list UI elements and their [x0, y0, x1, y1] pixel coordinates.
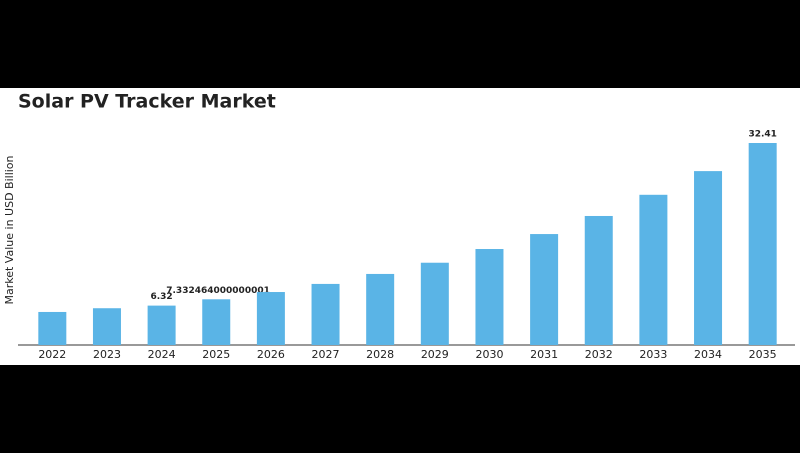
x-tick-label: 2025: [202, 348, 230, 361]
chart-title: Solar PV Tracker Market: [18, 91, 276, 113]
bar: [420, 262, 449, 345]
x-tick-label: 2022: [38, 348, 66, 361]
bar: [475, 249, 504, 345]
bar: [256, 292, 285, 345]
bar: [530, 234, 559, 345]
x-tick-label: 2035: [749, 348, 777, 361]
bar: [202, 299, 231, 345]
x-tick-label: 2024: [148, 348, 176, 361]
y-axis-label: Market Value in USD Billion: [3, 155, 16, 304]
x-tick-label: 2031: [530, 348, 558, 361]
x-tick-label: 2034: [694, 348, 722, 361]
x-tick-label: 2029: [421, 348, 449, 361]
x-tick-label: 2033: [639, 348, 667, 361]
value-label: 32.41: [748, 130, 776, 140]
value-label: 6.32: [150, 292, 172, 302]
bar: [366, 273, 395, 345]
value-label: 7.332464000000001: [166, 286, 270, 296]
x-tick-label: 2023: [93, 348, 121, 361]
x-tick-label: 2032: [585, 348, 613, 361]
bar: [147, 305, 176, 345]
bar: [748, 143, 777, 345]
bar: [639, 194, 668, 345]
bar: [694, 171, 723, 345]
x-tick-label: 2028: [366, 348, 394, 361]
x-tick-label: 2026: [257, 348, 285, 361]
bar: [584, 215, 613, 345]
bar: [38, 311, 67, 345]
bar: [92, 308, 121, 345]
x-tick-label: 2027: [312, 348, 340, 361]
x-tick-label: 2030: [475, 348, 503, 361]
bar: [311, 283, 340, 345]
